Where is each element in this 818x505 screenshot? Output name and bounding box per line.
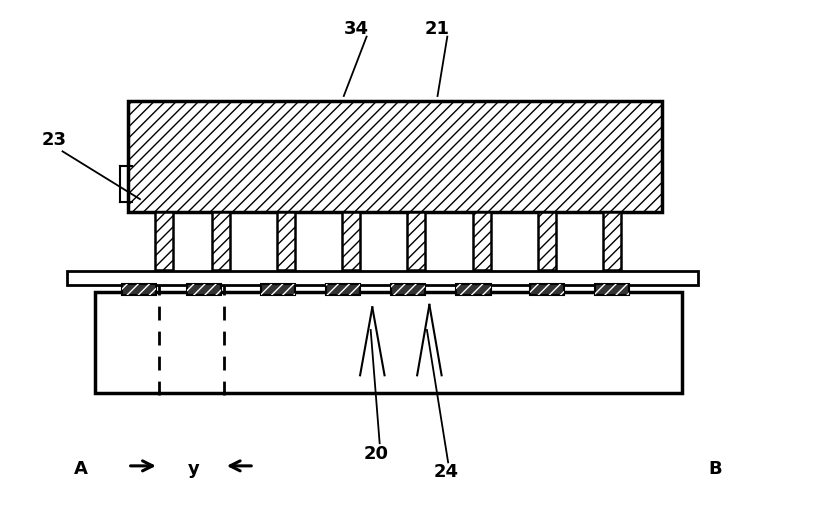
Text: y: y	[188, 460, 200, 477]
Text: B: B	[708, 460, 721, 477]
Bar	[456, 284, 491, 295]
Bar	[529, 284, 564, 295]
Text: 24: 24	[434, 462, 458, 480]
Bar	[342, 212, 360, 270]
Bar	[128, 102, 662, 212]
Bar	[155, 212, 173, 270]
Bar	[95, 293, 682, 393]
Bar	[261, 284, 294, 295]
Bar	[66, 271, 699, 285]
Text: 23: 23	[42, 130, 67, 148]
Bar	[595, 284, 629, 295]
Bar	[187, 284, 222, 295]
Bar	[187, 284, 222, 295]
Bar	[529, 284, 564, 295]
Bar	[456, 284, 491, 295]
Bar	[261, 284, 294, 295]
Text: 34: 34	[344, 20, 369, 38]
Text: A: A	[74, 460, 88, 477]
Bar	[122, 284, 156, 295]
Bar	[537, 212, 555, 270]
Bar	[603, 212, 621, 270]
Bar	[212, 212, 230, 270]
Bar	[407, 212, 425, 270]
Text: 20: 20	[364, 444, 389, 463]
Bar	[326, 284, 360, 295]
Bar	[326, 284, 360, 295]
Bar	[277, 212, 294, 270]
Bar	[595, 284, 629, 295]
Bar	[122, 284, 156, 295]
Bar	[391, 284, 425, 295]
Bar	[473, 212, 491, 270]
Bar	[391, 284, 425, 295]
Text: 21: 21	[425, 20, 450, 38]
